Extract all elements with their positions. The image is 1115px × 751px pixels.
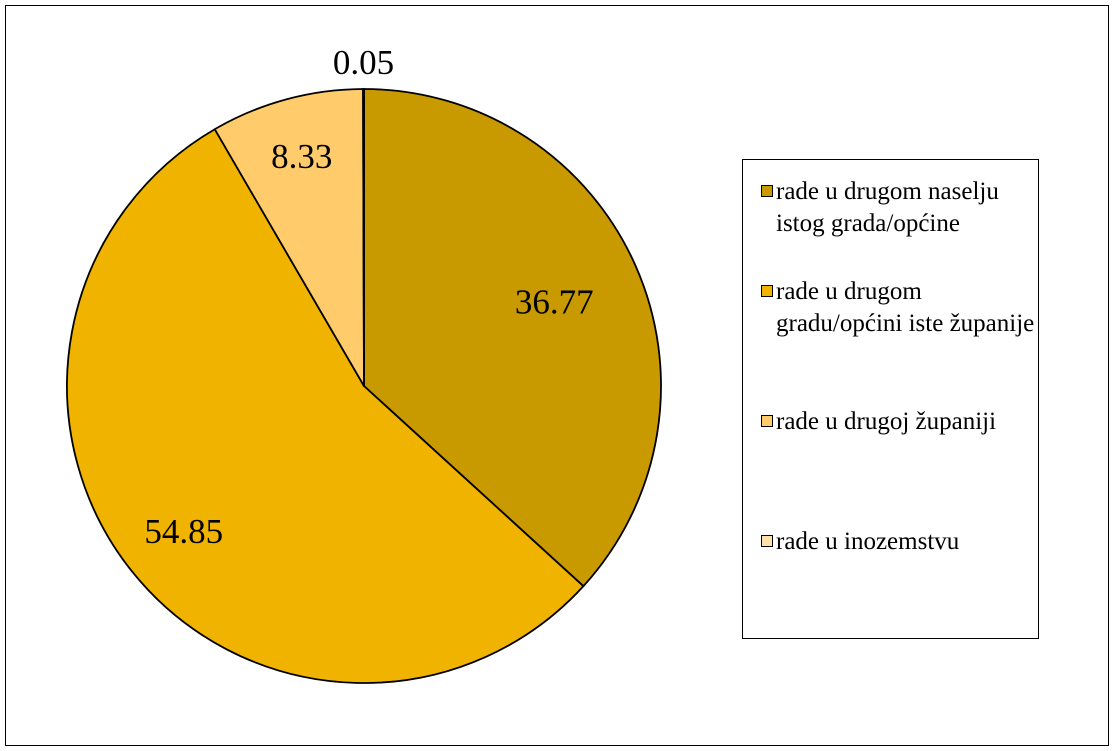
legend-label-druga-zupanija: rade u drugoj županiji [776,408,997,435]
legend-swatch-drugi-grad [761,285,773,297]
data-label-drugi-grad: 54.85 [144,512,223,551]
pie-slice-druga-zupanija [213,88,365,387]
pie-slice-drugi-grad [66,128,585,684]
legend-item-druga-zupanija: rade u drugoj županiji [761,406,1036,438]
legend: rade u drugom naselju istog grada/općine… [742,159,1039,639]
chart-area: 36.77 54.85 8.33 0.05 rade u drugom naselju… [5,5,1109,746]
data-label-drugo-naselje: 36.77 [515,283,594,322]
legend-label-drugi-grad: rade u drugom gradu/općini iste županije [776,278,1035,337]
legend-item-drugo-naselje: rade u drugom naselju istog grada/općine [761,176,1036,240]
data-label-inozemstvo: 0.05 [333,43,394,82]
legend-swatch-druga-zupanija [761,415,773,427]
legend-swatch-drugo-naselje [761,185,773,197]
legend-item-inozemstvo: rade u inozemstvu [761,526,1036,558]
legend-label-drugo-naselje: rade u drugom naselju istog grada/općine [776,178,999,237]
legend-swatch-inozemstvo [761,535,773,547]
legend-item-drugi-grad: rade u drugom gradu/općini iste županije [761,276,1036,340]
pie-chart: 36.77 54.85 8.33 0.05 [66,43,662,684]
legend-label-inozemstvo: rade u inozemstvu [776,528,960,555]
pie-slice-inozemstvo [362,88,365,387]
pie-slice-drugo-naselje [363,88,662,588]
data-label-druga-zupanija: 8.33 [271,137,332,176]
